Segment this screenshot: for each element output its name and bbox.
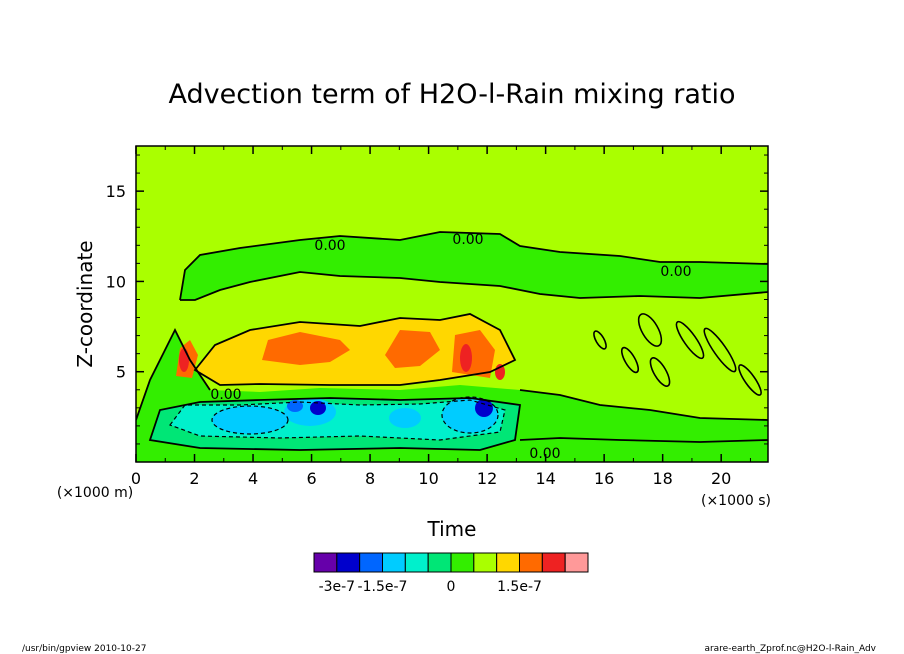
- positive-peak-2: [460, 344, 472, 372]
- footer-right: arare-earth_Zprof.nc@H2O-l-Rain_Adv: [704, 644, 876, 654]
- colorbar-swatch: [336, 552, 361, 573]
- negative-core-4: [389, 408, 421, 428]
- colorbar-tick-label: 0: [447, 579, 456, 595]
- colorbar-swatch: [404, 552, 429, 573]
- negative-peak-3: [475, 399, 493, 417]
- x-tick-label: 14: [535, 469, 555, 488]
- positive-peak-1: [179, 348, 189, 372]
- colorbar-swatch: [382, 552, 406, 573]
- plot-frame: [135, 145, 769, 463]
- colorbar-swatch: [519, 552, 543, 573]
- negative-contour-lines: [169, 396, 506, 441]
- y-tick-label: 5: [116, 363, 126, 382]
- colorbar-swatch: [427, 552, 452, 573]
- colorbar-swatch: [450, 552, 475, 573]
- x-axis-ticks: 0 2 4 6 8 10 12 14 16 18 20: [131, 146, 751, 488]
- x-tick-label: 20: [711, 469, 731, 488]
- colorbar-swatch: [496, 552, 520, 573]
- x-axis-label: Time: [427, 517, 477, 541]
- chart-title: Advection term of H2O-l-Rain mixing rati…: [169, 79, 736, 110]
- x-tick-label: 4: [248, 469, 258, 488]
- positive-level-2a: [262, 332, 350, 365]
- colorbar-swatch: [359, 552, 383, 573]
- colorbar-tick-label: 1.5e-7: [497, 579, 542, 595]
- x-tick-label: 12: [477, 469, 497, 488]
- negative-peak-1: [287, 400, 303, 412]
- colorbar-tick-labels: -3e-7 -1.5e-7 0 1.5e-7: [319, 579, 542, 595]
- y-tick-label: 10: [106, 272, 126, 291]
- contour-label: 0.00: [210, 387, 241, 403]
- contour-labels: 0.00 0.00 0.00 0.00 0.00: [210, 232, 691, 462]
- footer-left: /usr/bin/gpview 2010-10-27: [22, 644, 146, 654]
- x-tick-label: 0: [131, 469, 141, 488]
- x-tick-label: 18: [652, 469, 672, 488]
- colorbar-tick-label: -1.5e-7: [358, 579, 408, 595]
- negative-core-1: [212, 406, 288, 434]
- colorbar-tick-label: -3e-7: [319, 579, 356, 595]
- x-tick-label: 16: [594, 469, 614, 488]
- x-tick-label: 8: [365, 469, 375, 488]
- contour-lines-right: [593, 313, 762, 396]
- colorbar-swatch: [564, 552, 589, 573]
- colorbar-swatch: [473, 552, 498, 573]
- contour-label: 0.00: [314, 238, 345, 254]
- y-unit-note: (×1000 m): [57, 485, 133, 501]
- positive-level-1: [195, 314, 515, 385]
- contour-lines-main: [136, 231, 768, 451]
- positive-level-2b: [385, 330, 440, 368]
- colorbar-swatch: [541, 552, 566, 573]
- negative-peak-2: [310, 401, 326, 415]
- contour-label: 0.00: [660, 264, 691, 280]
- colorbar-swatch: [313, 552, 338, 573]
- y-axis-label: Z-coordinate: [73, 240, 97, 367]
- y-axis-ticks: 5 10 15: [106, 154, 768, 445]
- upper-negative-band: [180, 232, 768, 300]
- contour-label: 0.00: [452, 232, 483, 248]
- heatmap-field: [136, 146, 768, 462]
- x-tick-label: 10: [418, 469, 438, 488]
- x-unit-note: (×1000 s): [701, 493, 771, 509]
- y-tick-label: 15: [106, 182, 126, 201]
- colorbar: [313, 552, 589, 573]
- x-tick-label: 6: [306, 469, 316, 488]
- x-tick-label: 2: [189, 469, 199, 488]
